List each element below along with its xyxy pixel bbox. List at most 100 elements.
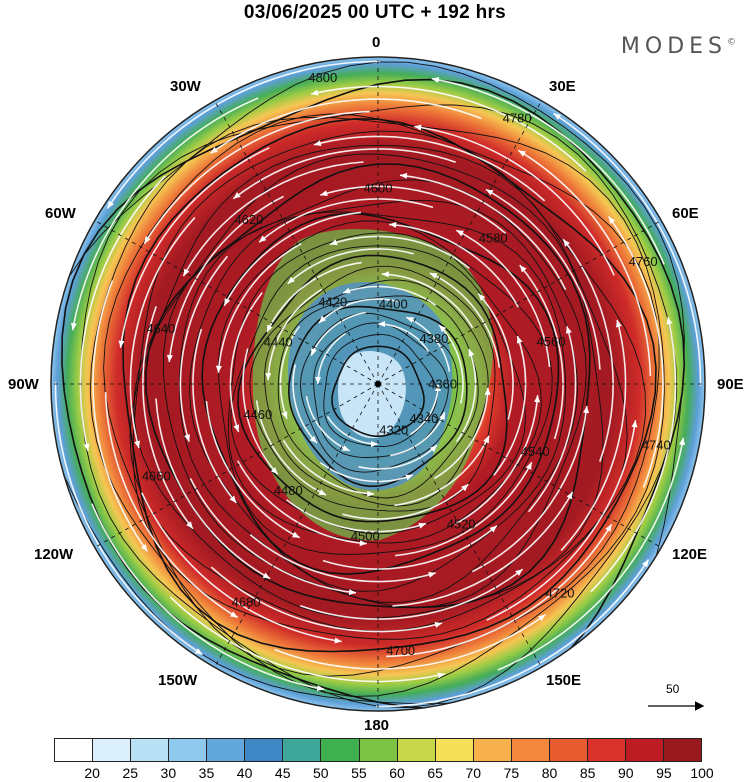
streamline-arrowhead <box>418 522 426 529</box>
contour-value-label: 4680 <box>232 595 261 610</box>
lon-label-30e: 30E <box>549 78 576 95</box>
streamline-arrowhead <box>186 521 193 529</box>
streamline-arrowhead <box>389 221 397 228</box>
colorbar-tick-label: 85 <box>579 765 596 781</box>
streamline <box>395 461 533 557</box>
streamline <box>258 198 434 243</box>
height-contour <box>264 279 489 507</box>
streamline <box>431 77 665 265</box>
lon-label-150e: 150E <box>546 672 582 689</box>
streamline-arrowhead <box>334 637 342 644</box>
streamline-arrowhead <box>330 239 338 246</box>
streamline <box>358 444 438 470</box>
streamline-arrowhead <box>371 441 378 447</box>
streamline-arrowhead <box>342 445 350 451</box>
streamline-arrowhead <box>259 235 267 243</box>
lon-label-30w: 30W <box>170 78 201 95</box>
streamline-arrowhead <box>316 685 325 691</box>
streamline <box>179 255 229 442</box>
streamline <box>249 533 436 583</box>
streamline <box>155 398 271 580</box>
contour-value-label: 4360 <box>428 377 457 392</box>
streamline-arrowhead <box>518 150 526 157</box>
height-contour <box>132 130 646 640</box>
contour-value-label: 4700 <box>386 643 415 658</box>
contour-value-label: 4780 <box>503 110 532 125</box>
meridian-line <box>377 383 662 548</box>
streamline-arrowhead <box>233 192 241 199</box>
streamline-arrowhead <box>313 140 322 146</box>
streamline-arrowhead <box>456 230 464 237</box>
streamline-arrowhead <box>666 317 673 325</box>
streamline <box>192 328 237 504</box>
colorbar-tick-label: 40 <box>236 765 253 781</box>
streamline <box>104 392 239 619</box>
streamline-arrowhead <box>406 317 414 323</box>
streamline-arrowhead <box>367 490 375 497</box>
streamline-arrowhead <box>230 611 238 618</box>
streamline-arrowhead <box>348 589 356 596</box>
streamline-arrowhead <box>311 348 317 356</box>
colorbar-tick-label: 35 <box>198 765 215 781</box>
streamline <box>318 298 398 324</box>
streamline <box>54 382 203 656</box>
height-contour <box>287 305 468 488</box>
map-border <box>50 56 706 712</box>
streamline-arrowhead <box>414 124 422 131</box>
streamline-arrowhead <box>428 572 436 578</box>
streamline <box>223 211 361 307</box>
streamline <box>267 288 323 381</box>
streamline-arrowhead <box>566 491 573 500</box>
streamline-arrowhead <box>405 474 413 481</box>
streamline <box>182 161 364 277</box>
streamline-arrowhead <box>292 531 300 538</box>
lon-label-90e: 90E <box>717 376 744 393</box>
colorbar-tick-label: 100 <box>690 765 714 781</box>
streamline <box>300 568 524 620</box>
lon-label-120w: 120W <box>34 546 74 563</box>
colorbar-tick-label: 45 <box>274 765 291 781</box>
meridian-line <box>94 220 379 385</box>
streamline <box>236 460 367 545</box>
meridian-line <box>377 220 662 385</box>
streamline-arrowhead <box>583 406 590 414</box>
colorbar-cell <box>131 739 170 761</box>
streamline-arrowhead <box>484 387 491 395</box>
streamline <box>232 148 456 200</box>
streamline-arrowhead <box>516 336 523 344</box>
streamline <box>310 311 366 357</box>
streamline <box>562 238 614 462</box>
streamline <box>255 400 327 496</box>
contour-labels: 4800 4780 4760 4740 4720 4700 4680 4660 4640 4620… <box>142 70 671 658</box>
streamline-arrowhead <box>429 273 438 279</box>
vector-scale-label: 50 <box>666 682 680 696</box>
colorbar-cell <box>435 739 474 761</box>
streamline <box>210 98 482 155</box>
brand-text: MODES <box>620 34 727 59</box>
contour-value-label: 4740 <box>642 438 671 453</box>
streamline-arrowhead <box>184 434 190 442</box>
streamline <box>590 316 677 593</box>
streamline <box>189 478 357 594</box>
contour-value-label: 4520 <box>447 517 476 532</box>
colorbar-tick-label: 30 <box>160 765 177 781</box>
streamline <box>429 272 501 368</box>
streamline <box>389 223 520 308</box>
streamline <box>106 60 380 209</box>
colorbar-cell <box>169 739 208 761</box>
streamline-arrowhead <box>262 572 271 579</box>
contour-value-label: 4620 <box>234 212 263 227</box>
streamline-arrowhead <box>435 384 441 391</box>
streamline-arrowhead <box>309 435 317 443</box>
streamline-arrowhead <box>553 113 562 120</box>
streamline <box>287 248 414 285</box>
streamline <box>119 147 270 348</box>
streamline-arrowhead <box>320 190 328 196</box>
streamline <box>376 559 650 708</box>
streamline-arrowhead <box>210 146 218 154</box>
colorbar-tick-label: 75 <box>503 765 520 781</box>
colorbar-cell <box>664 739 702 761</box>
streamline-arrowhead <box>319 315 327 323</box>
colorbar-cell <box>587 739 626 761</box>
